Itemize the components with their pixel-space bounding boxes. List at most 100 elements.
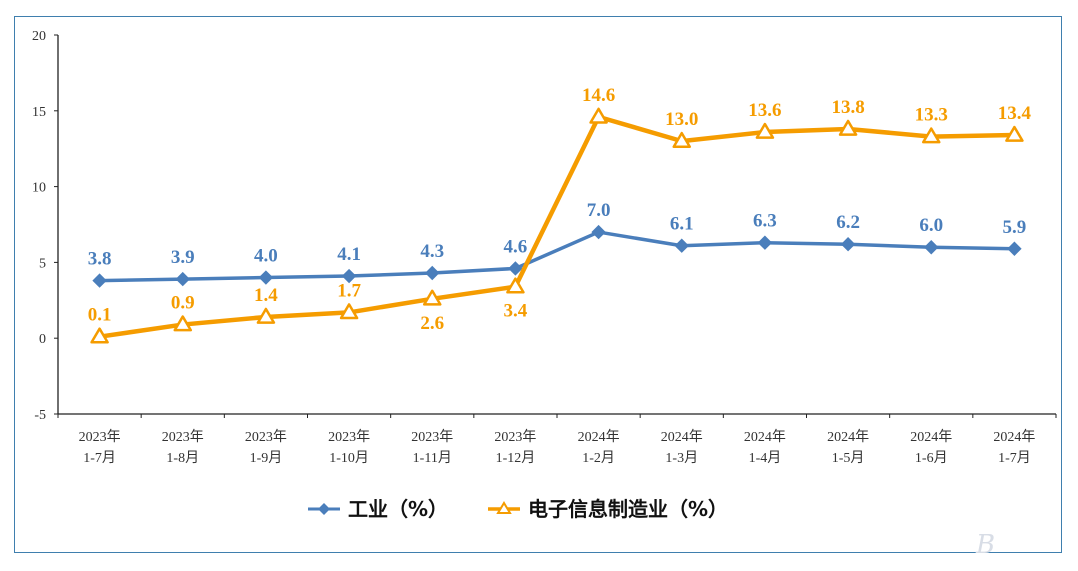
data-label: 3.8 bbox=[88, 249, 112, 270]
triangle-marker bbox=[672, 131, 691, 148]
y-tick-label: 5 bbox=[39, 256, 46, 271]
diamond-marker bbox=[757, 235, 773, 250]
x-tick-label: 2024年 1-4月 bbox=[744, 429, 786, 466]
data-label: 6.1 bbox=[670, 214, 694, 235]
diamond-marker bbox=[840, 237, 856, 252]
data-label: 1.4 bbox=[254, 285, 278, 306]
y-tick-label: 15 bbox=[32, 105, 46, 120]
x-tick-label-year: 2024年 bbox=[578, 429, 620, 445]
data-label: 6.0 bbox=[919, 215, 943, 236]
triangle-marker bbox=[173, 315, 192, 332]
y-tick-label: 10 bbox=[32, 181, 46, 196]
data-label: 2.6 bbox=[420, 313, 444, 334]
x-tick-label-year: 2023年 bbox=[162, 429, 204, 445]
x-tick-label-period: 1-10月 bbox=[329, 450, 369, 466]
x-tick-label-year: 2023年 bbox=[494, 429, 536, 445]
data-label: 4.0 bbox=[254, 246, 278, 267]
x-tick-label: 2023年 1-12月 bbox=[494, 429, 536, 466]
x-tick-label-period: 1-4月 bbox=[749, 450, 782, 466]
data-label: 7.0 bbox=[587, 200, 611, 221]
x-tick-label-period: 1-8月 bbox=[166, 450, 199, 466]
x-tick-label-period: 1-2月 bbox=[582, 450, 615, 466]
x-tick-label-year: 2024年 bbox=[910, 429, 952, 445]
x-tick-label: 2024年 1-5月 bbox=[827, 429, 869, 466]
diamond-marker bbox=[508, 261, 523, 276]
x-tick-label-year: 2024年 bbox=[827, 429, 869, 445]
data-label: 0.1 bbox=[88, 305, 112, 326]
triangle-marker bbox=[589, 107, 608, 124]
x-tick-label-period: 1-7月 bbox=[83, 450, 116, 466]
x-tick-label-year: 2023年 bbox=[79, 429, 121, 445]
x-tick-label: 2024年 1-6月 bbox=[910, 429, 952, 466]
x-tick-label-period: 1-11月 bbox=[413, 450, 452, 466]
x-tick-label: 2024年 1-7月 bbox=[993, 429, 1035, 466]
x-tick-label: 2023年 1-7月 bbox=[79, 429, 121, 466]
data-label: 4.6 bbox=[504, 236, 528, 257]
triangle-marker bbox=[90, 327, 109, 344]
watermark-logo: B bbox=[976, 530, 996, 560]
y-axis-ticks: 20 15 10 5 0 -5 bbox=[32, 29, 58, 423]
data-label: 3.9 bbox=[171, 247, 195, 268]
data-label: 13.4 bbox=[998, 103, 1032, 124]
x-tick-label-period: 1-6月 bbox=[915, 450, 948, 466]
diamond-marker bbox=[924, 240, 939, 255]
data-label: 13.6 bbox=[748, 100, 781, 121]
x-tick-label-period: 1-5月 bbox=[832, 450, 865, 466]
x-tick-label-period: 1-12月 bbox=[496, 450, 536, 466]
diamond-marker bbox=[425, 265, 440, 281]
diamond-marker bbox=[175, 271, 190, 287]
triangle-marker bbox=[922, 127, 941, 144]
diamond-marker bbox=[591, 224, 606, 240]
data-label: 4.1 bbox=[337, 244, 361, 265]
x-tick-label: 2023年 1-8月 bbox=[162, 429, 204, 466]
y-tick-label: 20 bbox=[32, 29, 46, 44]
chart-frame: 20 15 10 5 0 -5 2023年 1-7月 2023年 1-8月 2023年 1-9月 20… bbox=[14, 16, 1062, 553]
series-line-1 bbox=[99, 230, 1015, 283]
legend-label-1: 工业（%） bbox=[348, 497, 448, 521]
data-label: 0.9 bbox=[171, 293, 195, 314]
data-label: 6.3 bbox=[753, 211, 777, 232]
x-tick-label: 2023年 1-10月 bbox=[328, 429, 370, 466]
triangle-marker bbox=[755, 122, 775, 139]
diamond-marker bbox=[92, 273, 107, 288]
x-tick-label-year: 2024年 bbox=[661, 429, 703, 445]
triangle-marker bbox=[506, 277, 525, 294]
diamond-marker bbox=[341, 268, 357, 284]
chart-axes bbox=[57, 35, 1056, 415]
triangle-marker bbox=[838, 119, 858, 136]
x-tick-label-period: 1-7月 bbox=[998, 450, 1031, 466]
data-label: 4.3 bbox=[420, 241, 444, 262]
x-tick-label-year: 2024年 bbox=[993, 429, 1035, 445]
data-label: 13.8 bbox=[831, 97, 864, 118]
data-label: 6.2 bbox=[836, 212, 860, 233]
legend-triangle-icon bbox=[496, 501, 512, 514]
triangle-marker bbox=[423, 289, 442, 306]
diamond-marker bbox=[1007, 241, 1022, 256]
triangle-marker bbox=[339, 303, 359, 320]
y-tick-label: -5 bbox=[34, 408, 46, 423]
chart-legend: 工业（%） 电子信息制造业（%） bbox=[308, 497, 728, 521]
x-tick-label-year: 2023年 bbox=[328, 429, 370, 445]
series-layer bbox=[90, 107, 1024, 344]
y-tick-label: 0 bbox=[39, 332, 46, 347]
legend-label-2: 电子信息制造业（%） bbox=[528, 497, 728, 521]
data-label: 5.9 bbox=[1003, 217, 1027, 238]
data-label: 13.0 bbox=[665, 109, 698, 130]
x-tick-label: 2024年 1-3月 bbox=[661, 429, 703, 466]
x-tick-label-year: 2023年 bbox=[411, 429, 453, 445]
x-tick-label-year: 2023年 bbox=[245, 429, 287, 445]
x-tick-label-year: 2024年 bbox=[744, 429, 786, 445]
legend-diamond-icon bbox=[318, 503, 330, 515]
triangle-marker bbox=[1005, 125, 1024, 142]
triangle-marker bbox=[256, 307, 276, 324]
x-tick-label-period: 1-3月 bbox=[665, 450, 698, 466]
data-label: 1.7 bbox=[337, 280, 361, 301]
diamond-marker bbox=[674, 238, 689, 253]
data-labels: 3.8 3.9 4.0 4.1 4.3 4.6 7.0 6.1 6.3 6.2 6.0 5.9 0.1 0… bbox=[88, 85, 1032, 334]
series-line-2 bbox=[99, 114, 1015, 339]
x-tick-label: 2023年 1-9月 bbox=[245, 429, 287, 466]
data-label: 3.4 bbox=[504, 301, 528, 322]
x-tick-label: 2024年 1-2月 bbox=[578, 429, 620, 466]
